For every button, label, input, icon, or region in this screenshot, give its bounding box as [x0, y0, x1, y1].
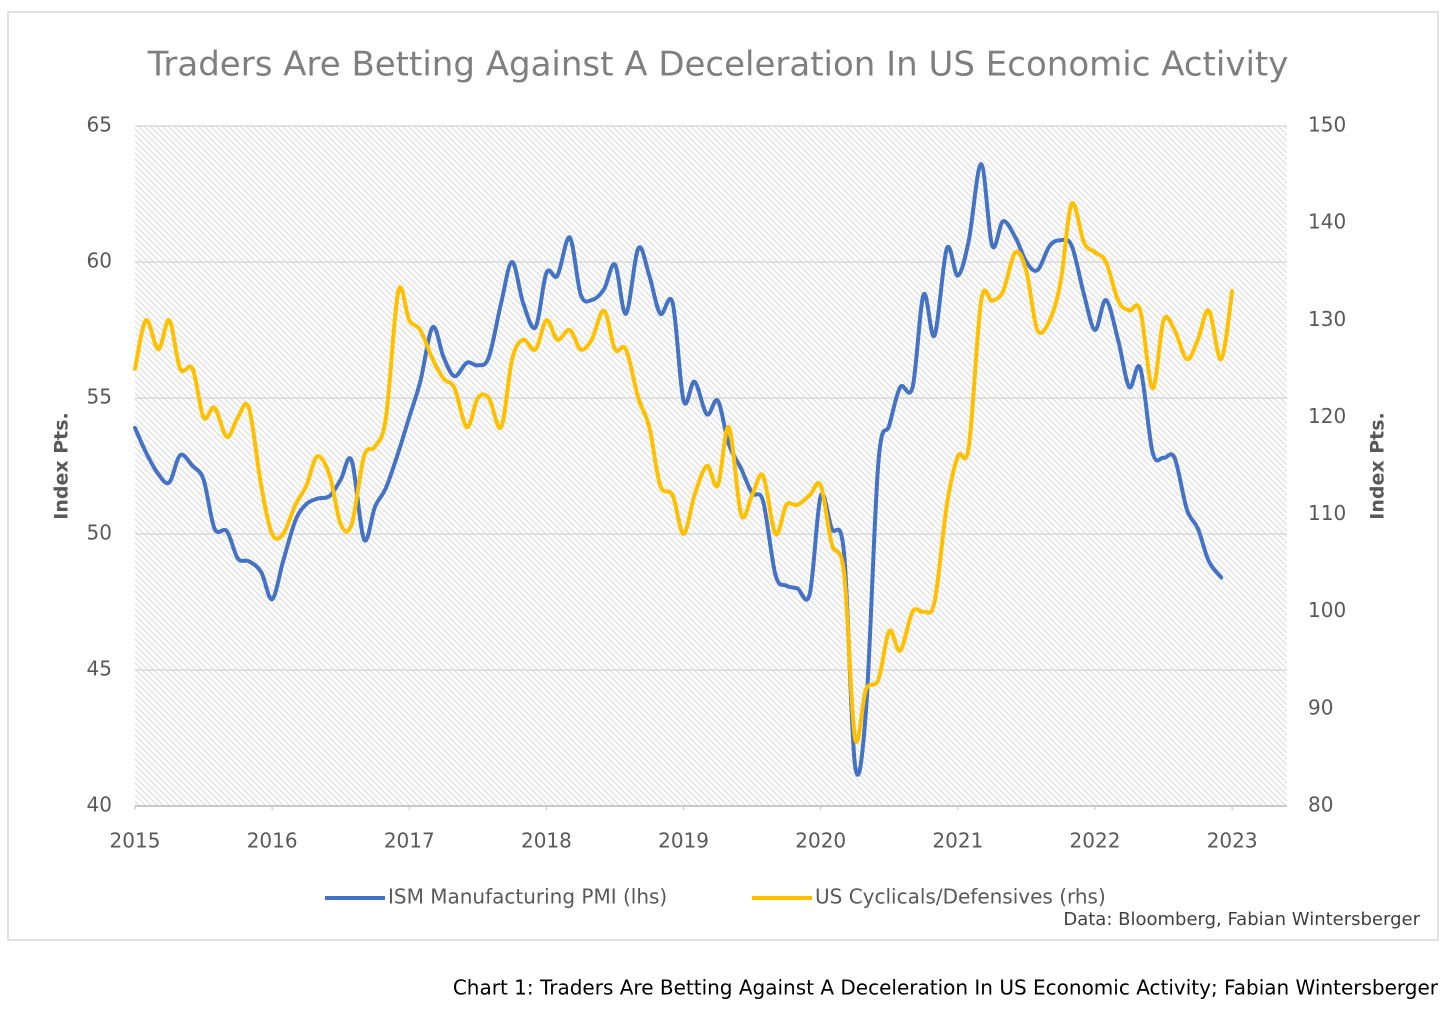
y2-tick-label: 100 — [1308, 598, 1346, 622]
x-tick-label: 2015 — [110, 829, 161, 853]
x-tick-label: 2021 — [932, 829, 983, 853]
series-line — [133, 162, 1224, 777]
legend-label: ISM Manufacturing PMI (lhs) — [388, 885, 667, 909]
plot-area — [135, 126, 1287, 806]
y-tick-label: 45 — [87, 657, 112, 681]
x-tick-label: 2023 — [1207, 829, 1258, 853]
y-tick-label: 55 — [87, 385, 112, 409]
legend-label: US Cyclicals/Defensives (rhs) — [815, 885, 1106, 909]
y2-tick-label: 150 — [1308, 113, 1346, 137]
y-axis-title: Index Pts. — [51, 412, 73, 520]
x-tick-label: 2022 — [1070, 829, 1121, 853]
y-tick-label: 60 — [87, 249, 112, 273]
x-tick-label: 2020 — [795, 829, 846, 853]
caption: Chart 1: Traders Are Betting Against A D… — [453, 976, 1439, 1000]
y-tick-label: 50 — [87, 521, 112, 545]
source-note: Data: Bloomberg, Fabian Wintersberger — [1063, 909, 1420, 930]
y2-tick-label: 110 — [1308, 501, 1346, 525]
y2-tick-label: 90 — [1308, 695, 1333, 719]
x-tick-label: 2018 — [521, 829, 572, 853]
y-tick-label: 65 — [87, 113, 112, 137]
y2-tick-label: 80 — [1308, 793, 1333, 817]
chart-title: Traders Are Betting Against A Decelerati… — [147, 45, 1289, 85]
x-tick-label: 2019 — [658, 829, 709, 853]
y2-tick-label: 140 — [1308, 210, 1346, 234]
x-tick-label: 2016 — [247, 829, 298, 853]
series-line — [133, 201, 1235, 744]
y2-tick-label: 130 — [1308, 307, 1346, 331]
y2-tick-label: 120 — [1308, 404, 1346, 428]
y2-axis-title: Index Pts. — [1367, 412, 1389, 520]
y-tick-label: 40 — [87, 793, 112, 817]
x-tick-label: 2017 — [384, 829, 435, 853]
